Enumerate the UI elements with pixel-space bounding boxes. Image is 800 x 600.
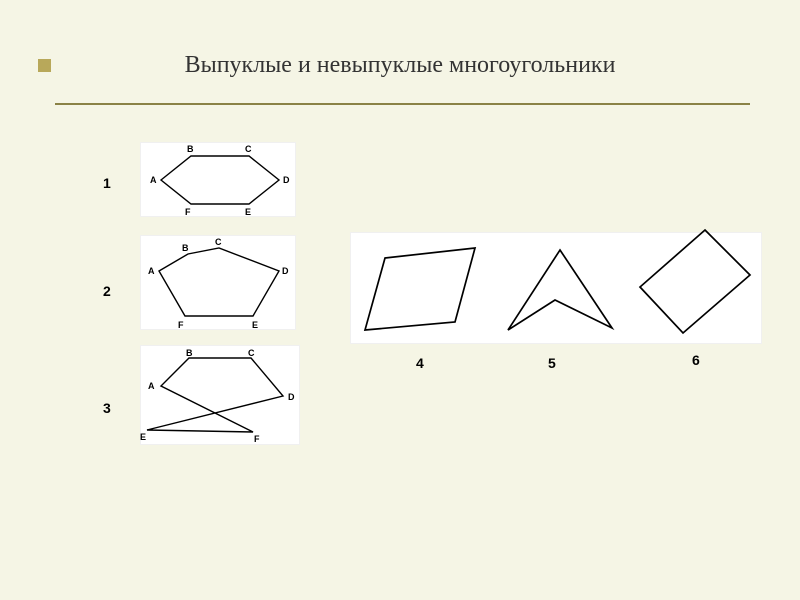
shape-6-label: 6 (692, 352, 700, 368)
shape-5-polygon (508, 250, 612, 330)
vertex-label: E (245, 207, 251, 217)
vertex-label: B (182, 243, 189, 253)
vertex-label: A (150, 175, 157, 185)
vertex-label: A (148, 266, 155, 276)
shape-4-label: 4 (416, 355, 424, 371)
vertex-label: D (283, 175, 290, 185)
vertex-label: C (248, 348, 255, 358)
vertex-label: F (185, 207, 191, 217)
vertex-label: F (254, 434, 260, 444)
shape-1-label: 1 (103, 175, 111, 191)
vertex-label: F (178, 320, 184, 330)
shape-1-box (140, 142, 296, 217)
shape-4-polygon (365, 248, 475, 330)
shape-6-polygon (640, 230, 750, 333)
vertex-label: D (282, 266, 289, 276)
vertex-label: B (187, 144, 194, 154)
shape-5-label: 5 (548, 355, 556, 371)
vertex-label: E (140, 432, 146, 442)
shape-2-label: 2 (103, 283, 111, 299)
shape-6-svg (635, 225, 755, 340)
vertex-label: E (252, 320, 258, 330)
shape-4-svg (355, 240, 485, 340)
shape-2-polygon (159, 248, 279, 316)
vertex-label: B (186, 348, 193, 358)
vertex-label: C (215, 237, 222, 247)
shape-3-box (140, 345, 300, 445)
shape-1-polygon (161, 156, 279, 204)
vertex-label: C (245, 144, 252, 154)
shape-3-label: 3 (103, 400, 111, 416)
vertex-label: D (288, 392, 295, 402)
vertex-label: A (148, 381, 155, 391)
shape-3-polygon (147, 358, 283, 432)
diagrams-area: 1 A B C D E F 2 A B C D E F 3 A B C D E … (0, 0, 800, 600)
shape-5-svg (500, 240, 620, 340)
shape-2-box (140, 235, 296, 330)
